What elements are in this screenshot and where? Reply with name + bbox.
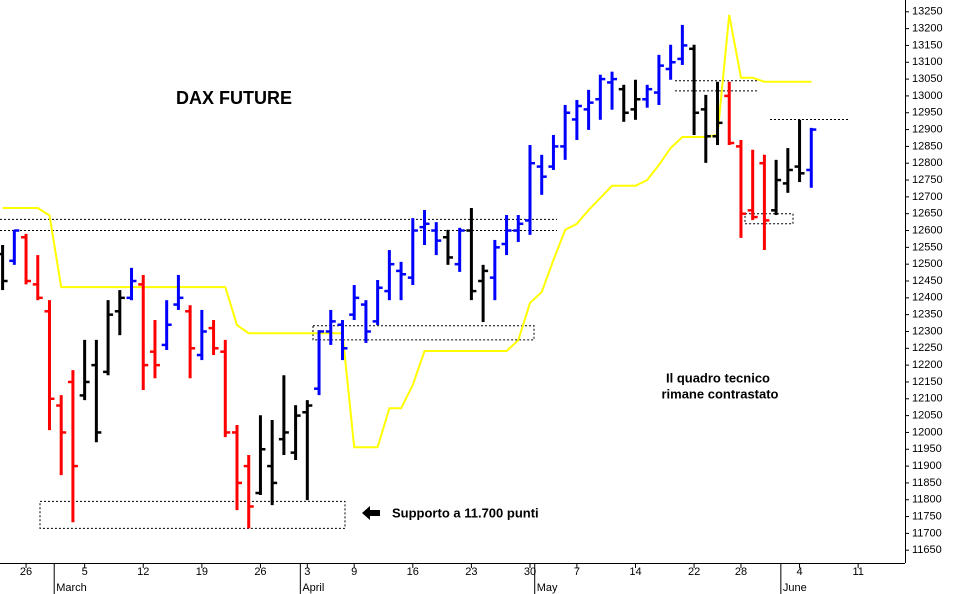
- y-tick-label: 12750: [912, 174, 943, 186]
- x-tick-label: 14: [629, 566, 641, 578]
- y-tick-label: 12950: [912, 107, 943, 119]
- y-tick-label: 12050: [912, 410, 943, 422]
- y-tick-label: 12200: [912, 359, 943, 371]
- x-tick-label: 23: [465, 566, 477, 578]
- x-tick-label: 30: [524, 566, 536, 578]
- annotation: Il quadro tecnico: [666, 370, 770, 385]
- y-tick-label: 12300: [912, 325, 943, 337]
- y-tick-label: 11800: [912, 494, 942, 506]
- y-tick-label: 11950: [912, 443, 942, 455]
- y-tick-label: 13000: [912, 90, 943, 102]
- y-tick-label: 13050: [912, 73, 943, 85]
- x-tick-label: 26: [20, 566, 32, 578]
- y-tick-label: 13200: [912, 23, 943, 35]
- y-tick-label: 12100: [912, 393, 943, 405]
- y-tick-label: 12700: [912, 191, 943, 203]
- x-tick-label: 26: [254, 566, 266, 578]
- y-tick-label: 12150: [912, 376, 943, 388]
- y-tick-label: 11850: [912, 477, 942, 489]
- chart-title: DAX FUTURE: [176, 88, 292, 108]
- y-tick-label: 12450: [912, 275, 943, 287]
- y-tick-label: 13250: [912, 6, 943, 18]
- x-tick-label: 5: [82, 566, 88, 578]
- x-tick-label: 9: [351, 566, 357, 578]
- zone-box: [312, 325, 535, 341]
- y-tick-label: 11650: [912, 544, 942, 556]
- indicator-line: [2, 14, 812, 449]
- x-tick-label: 28: [735, 566, 747, 578]
- y-tick-label: 12000: [912, 426, 943, 438]
- annotation: rimane contrastato: [661, 386, 778, 401]
- y-tick-label: 11750: [912, 510, 942, 522]
- month-label: May: [537, 582, 558, 594]
- y-tick-label: 12650: [912, 208, 943, 220]
- y-tick-label: 12850: [912, 140, 943, 152]
- y-tick-label: 12250: [912, 342, 943, 354]
- y-tick-label: 12550: [912, 241, 943, 253]
- y-tick-label: 12800: [912, 157, 943, 169]
- arrow: [362, 506, 380, 520]
- zone-box: [744, 213, 794, 225]
- y-tick-label: 12350: [912, 309, 943, 321]
- y-tick-label: 12500: [912, 258, 943, 270]
- y-tick-label: 12400: [912, 292, 943, 304]
- y-tick-label: 12600: [912, 224, 943, 236]
- x-tick-label: 16: [407, 566, 419, 578]
- month-label: June: [783, 582, 807, 594]
- y-tick-label: 11900: [912, 460, 942, 472]
- zone-box: [39, 500, 346, 529]
- x-tick-label: 11: [852, 566, 863, 578]
- month-label: April: [302, 582, 324, 594]
- y-tick-label: 13150: [912, 39, 943, 51]
- x-tick-label: 4: [796, 566, 802, 578]
- x-tick-label: 19: [196, 566, 208, 578]
- annotation: Supporto a 11.700 punti: [392, 505, 539, 520]
- x-tick-label: 7: [574, 566, 580, 578]
- month-label: March: [56, 582, 87, 594]
- x-tick-label: 12: [137, 566, 149, 578]
- x-tick-label: 22: [688, 566, 700, 578]
- y-tick-label: 13100: [912, 56, 943, 68]
- y-tick-label: 12900: [912, 123, 943, 135]
- x-tick-label: 3: [304, 566, 310, 578]
- y-tick-label: 11700: [912, 527, 942, 539]
